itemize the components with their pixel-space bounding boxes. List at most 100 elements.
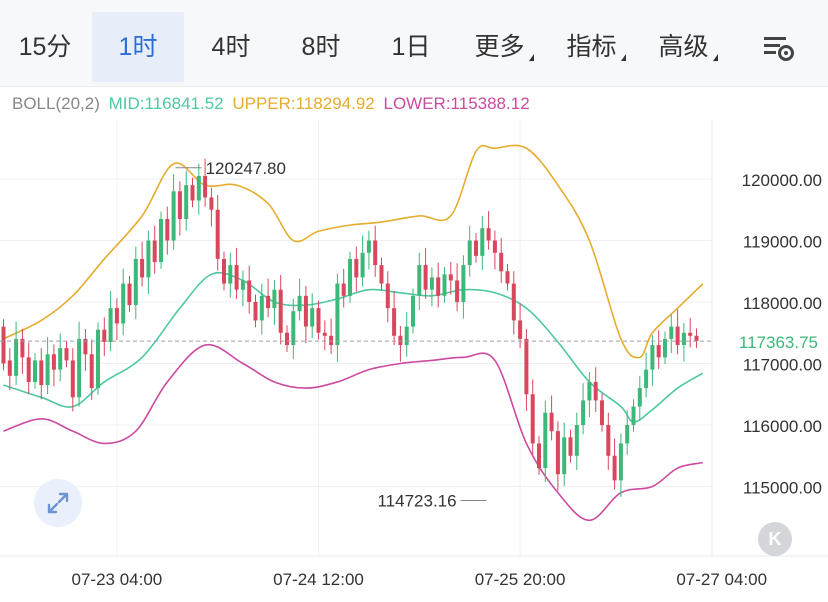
candle-body xyxy=(159,218,163,263)
candle-body xyxy=(209,197,214,210)
y-tick-label: 117000.00 xyxy=(743,356,822,375)
candle-body xyxy=(688,332,693,336)
timeframe-tabs: 15分 1时 4时 8时 1日 更多 指标 高级 xyxy=(0,0,828,87)
tab-8h[interactable]: 8时 xyxy=(276,12,366,82)
tab-label: 1日 xyxy=(391,33,431,61)
candle-body xyxy=(581,400,586,425)
chart-settings-icon[interactable] xyxy=(758,30,798,66)
candle-body xyxy=(606,425,611,456)
candle-body xyxy=(593,381,598,401)
candle-body xyxy=(165,218,170,241)
candle-body xyxy=(20,338,25,358)
candle-body xyxy=(140,258,145,278)
candle-body xyxy=(480,228,485,256)
tab-advanced[interactable]: 高级 xyxy=(642,12,734,82)
candle-body xyxy=(618,443,623,481)
candle-body xyxy=(499,252,504,272)
dropdown-caret-icon xyxy=(620,54,626,61)
candle-body xyxy=(89,354,94,389)
candle-body xyxy=(329,335,334,346)
y-tick-label: 118000.00 xyxy=(743,294,822,313)
candle-body xyxy=(392,308,397,336)
candle-body xyxy=(379,265,384,284)
low-annotation-label: 114723.16 xyxy=(377,492,456,511)
candle-body xyxy=(555,431,560,475)
candle-body xyxy=(398,335,403,346)
candle-body xyxy=(360,252,365,278)
candle-body xyxy=(511,283,516,321)
tab-indicators[interactable]: 指标 xyxy=(550,12,642,82)
candle-body xyxy=(600,400,604,425)
k-icon: K xyxy=(768,528,782,549)
candle-body xyxy=(423,265,428,290)
candlestick-chart[interactable]: 120000.00 119000.00 118000.00 117000.00 1160… xyxy=(0,120,828,602)
candle-body xyxy=(83,338,88,355)
candle-body xyxy=(190,185,195,201)
candle-body xyxy=(436,277,441,296)
candle-body xyxy=(266,295,271,309)
candle-body xyxy=(348,258,352,296)
candle-body xyxy=(366,240,371,253)
candle-body xyxy=(455,280,460,302)
boll-mid: MID:116841.52 xyxy=(108,94,224,113)
candle-body xyxy=(234,265,239,290)
candle-body xyxy=(278,289,283,333)
candle-body xyxy=(228,265,233,284)
candle-body xyxy=(322,332,327,336)
candle-body xyxy=(587,381,592,401)
expand-icon xyxy=(47,492,69,514)
candle-body xyxy=(492,240,497,253)
tab-label: 8时 xyxy=(301,33,341,61)
tab-4h[interactable]: 4时 xyxy=(186,12,276,82)
candle-body xyxy=(259,295,264,321)
tab-15m[interactable]: 15分 xyxy=(0,12,90,82)
candle-body xyxy=(429,277,434,290)
candle-body xyxy=(272,289,277,309)
candle-body xyxy=(152,240,157,263)
boll-lower-line xyxy=(3,343,703,522)
current-price-label: 117363.75 xyxy=(739,333,818,352)
candle-body xyxy=(196,175,201,201)
candle-body xyxy=(146,240,151,278)
boll-upper: UPPER:118294.92 xyxy=(232,94,375,113)
dropdown-caret-icon xyxy=(712,54,718,61)
tab-1d[interactable]: 1日 xyxy=(366,12,456,82)
candle-body xyxy=(335,283,340,346)
tab-label: 更多 xyxy=(474,33,525,61)
candle-body xyxy=(240,280,245,290)
candle-body xyxy=(253,302,258,321)
candle-body xyxy=(77,338,82,398)
y-tick-label: 116000.00 xyxy=(743,417,822,436)
candle-body xyxy=(184,185,189,219)
candle-body xyxy=(58,348,63,370)
candle-body xyxy=(310,308,315,327)
candle-body xyxy=(133,258,138,306)
candle-body xyxy=(461,265,466,302)
candle-body xyxy=(297,295,302,312)
fullscreen-button[interactable] xyxy=(34,479,82,527)
candle-body xyxy=(45,354,50,386)
candle-body xyxy=(373,240,378,266)
candle-body xyxy=(574,425,579,456)
candle-body xyxy=(341,283,346,296)
candle-body xyxy=(486,228,491,241)
candle-body xyxy=(663,338,667,358)
candle-body xyxy=(448,274,453,281)
scroll-to-latest-button[interactable]: K xyxy=(758,522,792,556)
candle-body xyxy=(108,308,113,342)
tab-1h[interactable]: 1时 xyxy=(92,12,184,82)
candle-body xyxy=(524,338,529,395)
candle-body xyxy=(474,240,478,256)
candle-body xyxy=(7,360,12,376)
candle-body xyxy=(562,437,567,475)
candle-body xyxy=(467,240,472,266)
tab-more[interactable]: 更多 xyxy=(458,12,550,82)
candle-body xyxy=(222,258,226,284)
candle-body xyxy=(316,308,321,333)
tab-label: 指标 xyxy=(566,33,617,61)
x-tick-label: 07-25 20:00 xyxy=(475,570,566,589)
candle-body xyxy=(612,455,617,481)
boll-name: BOLL(20,2) xyxy=(12,94,100,113)
candle-body xyxy=(102,329,107,342)
boll-indicator-legend: BOLL(20,2) MID:116841.52 UPPER:118294.92… xyxy=(12,94,534,114)
